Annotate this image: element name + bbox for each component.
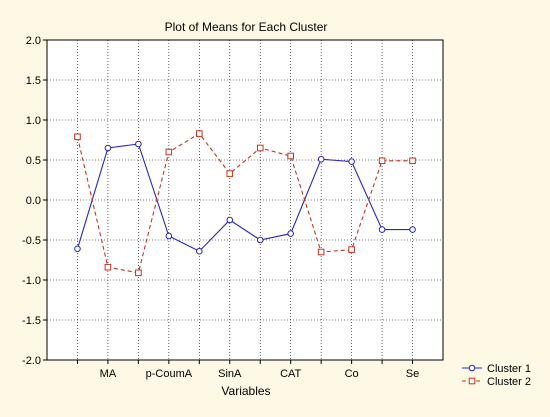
y-tick-label: -1.0 — [22, 275, 41, 287]
y-tick-label: -0.5 — [22, 235, 41, 247]
data-point-cluster-1 — [287, 230, 294, 237]
y-tick-label: -1.5 — [22, 315, 41, 327]
y-tick-label: 1.5 — [26, 75, 41, 87]
x-tick-label: p-CoumA — [146, 368, 193, 380]
x-tick-label: CAT — [280, 368, 301, 380]
x-axis-ticks: MA p-CoumA SinA CAT Co Se — [76, 360, 419, 380]
data-point-cluster-1 — [378, 226, 386, 233]
data-point-cluster-2 — [135, 269, 142, 277]
x-tick-label: Se — [406, 368, 419, 380]
data-point-cluster-2 — [348, 246, 355, 253]
chart-title: Plot of Means for Each Cluster — [165, 20, 328, 34]
data-point-cluster-1 — [256, 236, 264, 244]
data-point-cluster-1 — [348, 158, 355, 165]
series-line-cluster-1 — [76, 143, 413, 252]
data-point-cluster-1 — [74, 245, 81, 253]
legend-label-cluster-1: Cluster 1 — [487, 363, 531, 375]
data-point-cluster-2 — [256, 144, 264, 152]
legend-label-cluster-2: Cluster 2 — [487, 376, 531, 388]
data-point-cluster-1 — [196, 247, 203, 255]
data-point-cluster-2 — [287, 152, 294, 160]
x-tick-label: Co — [345, 368, 359, 380]
y-tick-label: 0.5 — [26, 155, 41, 167]
y-tick-label: 2.0 — [26, 35, 41, 47]
grid-lines — [47, 40, 443, 360]
data-point-cluster-1 — [165, 232, 173, 240]
y-tick-label: 0.0 — [26, 195, 41, 207]
data-point-cluster-2 — [104, 263, 112, 271]
x-axis-label: Variables — [221, 384, 270, 398]
data-point-cluster-2 — [317, 248, 325, 256]
data-point-cluster-2 — [165, 148, 173, 156]
data-point-cluster-2 — [409, 157, 416, 165]
x-tick-label: SinA — [218, 368, 242, 380]
data-point-cluster-2 — [226, 170, 234, 177]
data-point-cluster-2 — [378, 157, 386, 165]
legend-marker-cluster-2 — [468, 377, 476, 385]
data-point-cluster-1 — [226, 216, 234, 224]
series-layer — [74, 130, 416, 277]
data-point-cluster-1 — [135, 140, 142, 148]
data-point-cluster-1 — [317, 155, 325, 163]
data-point-cluster-2 — [196, 130, 203, 137]
y-axis-ticks: -2.0 -1.5 -1.0 -0.5 0.0 0.5 1.0 1.5 2.0 — [22, 35, 47, 367]
data-point-cluster-1 — [409, 226, 416, 233]
y-tick-label: -2.0 — [22, 355, 41, 367]
y-tick-label: 1.0 — [26, 115, 41, 127]
data-point-cluster-1 — [104, 144, 112, 152]
legend-marker-cluster-1 — [468, 364, 476, 372]
data-point-cluster-2 — [74, 133, 81, 141]
series-line-cluster-2 — [76, 132, 413, 274]
x-tick-label: MA — [100, 368, 117, 380]
